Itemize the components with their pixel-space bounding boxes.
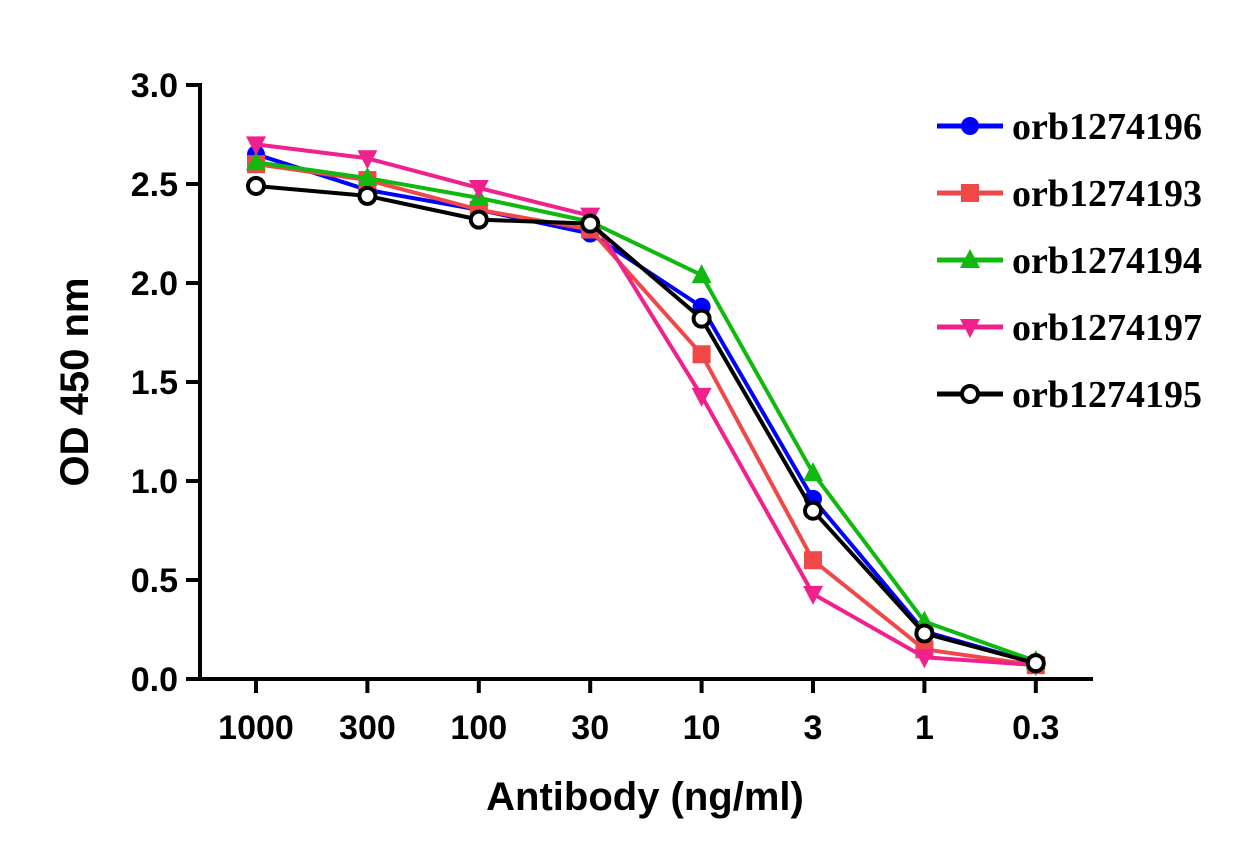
- data-point: [692, 345, 711, 364]
- y-tick-label: 2.5: [131, 166, 178, 204]
- series-orb1274197: [246, 136, 1046, 677]
- data-point: [691, 308, 712, 329]
- data-point: [960, 384, 980, 404]
- legend-item: orb1274194: [937, 240, 1202, 282]
- data-point: [246, 151, 266, 171]
- data-point: [803, 462, 823, 482]
- legend-label: orb1274196: [1012, 106, 1202, 148]
- data-point: [914, 623, 935, 644]
- legend-label: orb1274195: [1012, 374, 1202, 416]
- data-point: [803, 500, 823, 521]
- data-point: [960, 319, 980, 338]
- plot-area: [246, 136, 1046, 677]
- legend-label: orb1274194: [1012, 240, 1202, 282]
- data-point: [961, 184, 979, 202]
- data-point: [468, 209, 489, 230]
- data-point: [357, 185, 378, 206]
- series-orb1274196: [247, 145, 1045, 673]
- y-tick-label: 0.5: [131, 562, 178, 600]
- legend-label: orb1274193: [1012, 173, 1202, 215]
- y-tick-label: 2.0: [131, 265, 178, 303]
- series-line: [255, 160, 1037, 664]
- x-tick-label: 100: [450, 709, 507, 747]
- data-point: [357, 150, 378, 170]
- y-tick-label: 3.0: [131, 67, 178, 105]
- data-point: [804, 551, 822, 570]
- legend-item: orb1274195: [937, 374, 1202, 416]
- x-tick-label: 0.3: [1012, 709, 1059, 747]
- data-point: [357, 167, 378, 187]
- legend-item: orb1274196: [937, 106, 1202, 148]
- data-point: [468, 179, 489, 199]
- y-tick-label: 1.5: [131, 364, 178, 402]
- legend: orb1274196 orb1274193 orb1274194 orb1274197…: [937, 106, 1202, 416]
- data-point: [803, 585, 823, 605]
- data-point: [914, 649, 935, 669]
- axes: 0.0 0.5 1.0 1.5 2.0 2.5 3.0 1000 300 100 30 10 3 1 0.3: [131, 67, 1093, 747]
- x-tick-label: 3: [804, 709, 823, 747]
- series-orb1274193: [247, 155, 1045, 675]
- x-tick-label: 300: [339, 709, 396, 747]
- legend-item: orb1274193: [937, 173, 1202, 215]
- y-tick-label: 1.0: [131, 463, 178, 501]
- series-line: [255, 183, 1037, 666]
- data-point: [691, 264, 712, 284]
- data-point: [246, 175, 266, 196]
- x-axis-label: Antibody (ng/ml): [486, 775, 804, 819]
- x-tick-label: 1: [915, 709, 934, 747]
- series-line: [255, 152, 1037, 666]
- legend-label: orb1274197: [1012, 307, 1202, 349]
- x-tick-label: 10: [683, 709, 721, 747]
- data-point: [960, 249, 980, 268]
- data-point: [961, 117, 979, 135]
- data-point: [246, 136, 266, 156]
- data-point: [691, 387, 712, 407]
- data-point: [1025, 653, 1046, 674]
- x-tick-label: 30: [571, 709, 609, 747]
- series-orb1274194: [246, 151, 1046, 670]
- series-orb1274195: [246, 175, 1046, 674]
- y-axis-label: OD 450 nm: [53, 278, 97, 487]
- data-point: [580, 213, 601, 234]
- series-line: [255, 162, 1037, 668]
- series-line: [255, 142, 1036, 668]
- x-tick-label: 1000: [218, 709, 294, 747]
- y-tick-label: 0.0: [131, 661, 178, 699]
- legend-item: orb1274197: [937, 307, 1202, 349]
